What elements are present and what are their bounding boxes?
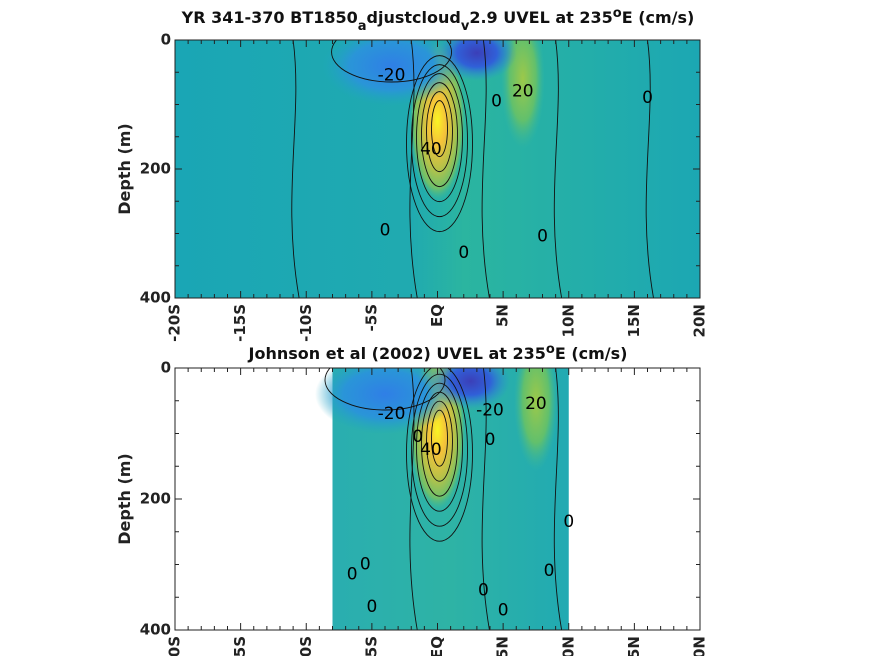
x-tick-label: 10N <box>559 304 577 337</box>
contour-label: 0 <box>563 512 574 532</box>
contour-line-zero <box>291 40 300 298</box>
contour-line-zero <box>481 368 490 630</box>
contour-label: 0 <box>498 600 509 620</box>
heatmap-feature-1 <box>500 40 545 149</box>
contour-label: -20 <box>378 404 406 424</box>
y-axis-label: Depth (m) <box>115 453 134 545</box>
contour-label: 0 <box>347 564 358 584</box>
contour-line-neg <box>331 40 452 83</box>
y-tick-label: 200 <box>140 160 171 178</box>
x-tick-label: 5N <box>494 304 512 327</box>
contour-line-zero <box>481 40 490 298</box>
contour-label: -20 <box>476 401 504 421</box>
heatmap-feature-3 <box>430 368 511 410</box>
contour-line <box>406 55 473 233</box>
heatmap-feature-1 <box>513 368 558 471</box>
contour-line-zero <box>553 368 563 630</box>
contour-label: 0 <box>380 220 391 240</box>
contour-line <box>426 91 453 173</box>
contour-label: 0 <box>537 227 548 247</box>
contour-label: 40 <box>420 140 442 160</box>
heatmap-feature-2 <box>315 368 455 435</box>
x-tick-label: -15S <box>231 304 249 342</box>
y-tick-label: 400 <box>140 289 171 307</box>
contour-line-zero <box>409 40 418 298</box>
x-tick-label: -20S <box>166 304 184 342</box>
x-tick-label: -10S <box>297 636 315 656</box>
contour-line <box>431 409 448 467</box>
contour-line <box>416 73 463 203</box>
x-tick-label: 15N <box>625 636 643 656</box>
contour-line-zero <box>553 40 563 298</box>
contour-line-zero <box>409 368 418 630</box>
contour-line <box>406 368 473 542</box>
contour-label: 0 <box>412 427 423 447</box>
contour-label: 0 <box>458 243 469 263</box>
contour-label: 0 <box>360 555 371 575</box>
x-tick-label: -20S <box>166 636 184 656</box>
contour-label: 0 <box>478 581 489 601</box>
contour-label: 0 <box>642 88 653 108</box>
x-tick-label: -5S <box>362 636 380 656</box>
heatmap-field <box>175 40 700 298</box>
contour-label: 0 <box>491 91 502 111</box>
heatmap-feature-2 <box>321 40 462 106</box>
contour-line <box>421 82 458 188</box>
contour-line <box>431 100 448 158</box>
contour-line-zero <box>645 40 654 298</box>
contour-line-neg <box>324 368 446 411</box>
chart-title: Johnson et al (2002) UVEL at 235oE (cm/s… <box>248 342 628 363</box>
x-tick-label: 10N <box>559 636 577 656</box>
heatmap-field <box>315 368 569 630</box>
contour-label: 0 <box>485 430 496 450</box>
y-tick-label: 200 <box>140 490 171 508</box>
x-tick-label: -5S <box>362 304 380 331</box>
heatmap-feature-3 <box>436 40 517 81</box>
contour-line <box>411 64 468 218</box>
y-tick-label: 400 <box>140 621 171 639</box>
x-tick-label: -10S <box>297 304 315 342</box>
contour-line <box>426 400 453 482</box>
x-tick-label: -15S <box>231 636 249 656</box>
contour-label: 20 <box>512 82 534 102</box>
x-tick-label: 20N <box>691 636 709 656</box>
y-tick-label: 0 <box>161 359 171 377</box>
contour-label: -20 <box>378 65 406 85</box>
contour-label: 0 <box>544 561 555 581</box>
chart-title: YR 341-370 BT1850adjustcloudv2.9 UVEL at… <box>181 6 695 34</box>
x-tick-label: 5N <box>494 636 512 656</box>
contour-line <box>411 373 468 527</box>
x-tick-label: EQ <box>428 304 446 327</box>
contour-label: 0 <box>366 597 377 617</box>
x-tick-label: 20N <box>691 304 709 337</box>
x-tick-label: EQ <box>428 636 446 656</box>
y-axis-label: Depth (m) <box>115 123 134 215</box>
contour-label: 20 <box>525 394 547 414</box>
contour-line <box>416 382 463 512</box>
x-tick-label: 15N <box>625 304 643 337</box>
contour-label: 40 <box>420 440 442 460</box>
y-tick-label: 0 <box>161 31 171 49</box>
